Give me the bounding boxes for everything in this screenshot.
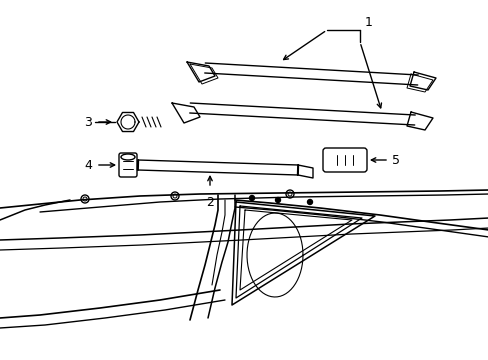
FancyBboxPatch shape [323, 148, 366, 172]
Text: 3: 3 [84, 116, 92, 129]
Circle shape [307, 199, 312, 204]
FancyBboxPatch shape [119, 153, 137, 177]
Text: 2: 2 [205, 196, 214, 209]
Text: 1: 1 [364, 15, 372, 28]
Text: 5: 5 [391, 153, 399, 166]
Circle shape [249, 195, 254, 201]
Text: 4: 4 [84, 158, 92, 171]
Circle shape [275, 198, 280, 202]
